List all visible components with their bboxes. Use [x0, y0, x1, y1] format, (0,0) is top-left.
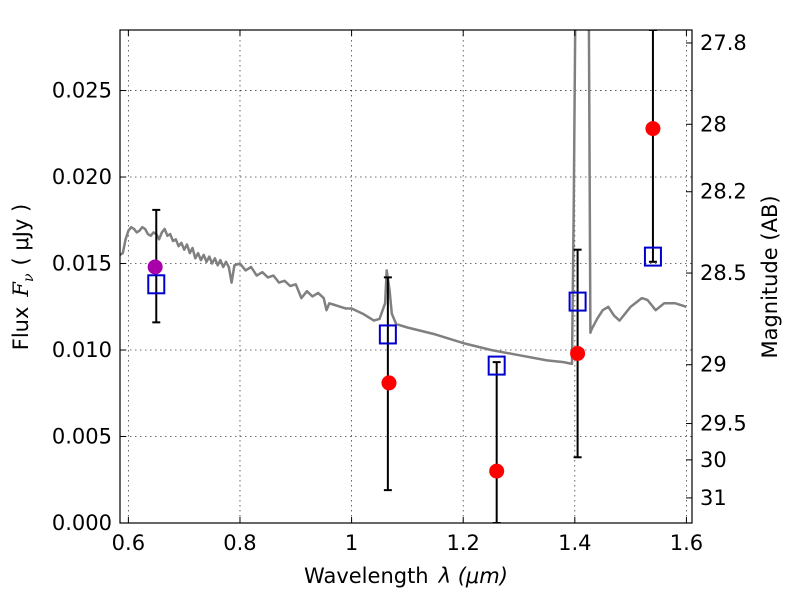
square-point [487, 355, 506, 376]
x-axis-title: Wavelength λ (μm) [304, 564, 508, 588]
y-tick-label: 0.005 [52, 425, 112, 449]
y-tick-label: 0.025 [52, 79, 112, 103]
square-point [568, 291, 587, 312]
axis-ticks: 0.6 0.8 1 1.2 1.4 1.6 0.000 0.005 0.010 0.015 0.02… [52, 30, 747, 555]
right-tick-label: 28 [700, 112, 727, 136]
y-tick-label: 0.010 [52, 338, 112, 362]
x-tick-label: 1 [345, 531, 358, 555]
right-tick-label: 28.2 [700, 180, 747, 204]
y-axis-title: FluxFν( μJy ) [9, 204, 37, 350]
circle-point [489, 463, 505, 479]
x-tick-label: 1.2 [446, 531, 479, 555]
right-tick-label: 27.8 [700, 31, 747, 55]
right-tick-label: 28.5 [700, 261, 747, 285]
y-tick-label: 0.000 [52, 511, 112, 535]
y-tick-label: 0.020 [52, 165, 112, 189]
square-point [378, 324, 397, 345]
circle-point [645, 121, 661, 137]
square-point [147, 274, 166, 295]
model-spectrum [120, 30, 687, 366]
error-bars [152, 30, 657, 523]
x-tick-label: 1.4 [558, 531, 591, 555]
right-tick-label: 31 [700, 486, 727, 510]
right-tick-label: 29 [700, 353, 727, 377]
model-spectrum-line [120, 30, 687, 366]
x-tick-label: 0.8 [223, 531, 256, 555]
y-tick-label: 0.015 [52, 252, 112, 276]
circle-point [570, 345, 586, 361]
circle-point [147, 259, 163, 275]
right-tick-label: 30 [700, 448, 727, 472]
x-tick-label: 1.6 [670, 531, 703, 555]
right-tick-label: 29.5 [700, 412, 747, 436]
x-tick-label: 0.6 [112, 531, 145, 555]
grid [120, 30, 692, 524]
circle-point [381, 375, 397, 391]
plot-frame [119, 29, 693, 524]
square-point [643, 246, 662, 267]
data-markers [147, 121, 662, 479]
right-axis-title: Magnitude (AB) [758, 195, 782, 358]
